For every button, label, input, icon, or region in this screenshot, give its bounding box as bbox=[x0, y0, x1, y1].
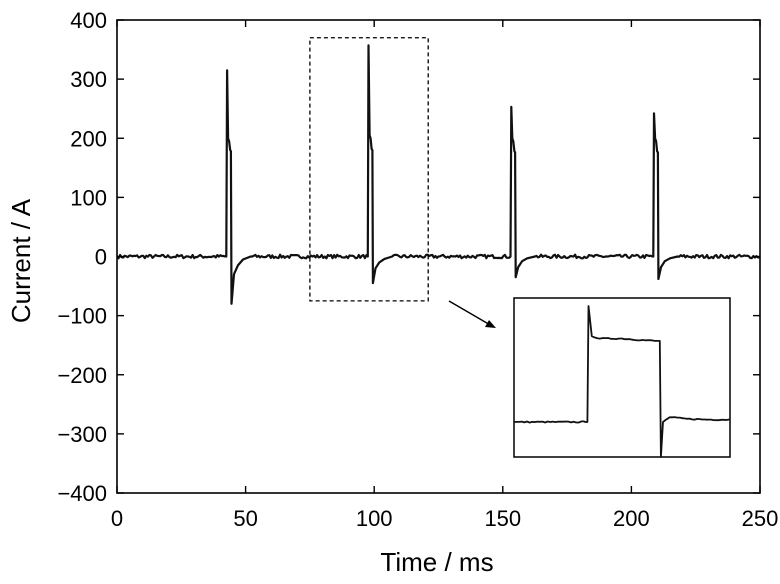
y-tick-label: −100 bbox=[57, 304, 107, 329]
y-axis-ticks: 400 300 200 100 0 −100 −200 −300 −400 bbox=[57, 8, 760, 506]
series-line bbox=[116, 44, 761, 305]
x-axis-label: Time / ms bbox=[380, 547, 493, 577]
x-tick-label: 0 bbox=[111, 506, 123, 531]
inset-series-line bbox=[513, 305, 731, 458]
zoom-highlight-box bbox=[309, 37, 429, 302]
zoom-arrowhead bbox=[485, 320, 496, 328]
y-tick-label: 100 bbox=[70, 185, 107, 210]
y-tick-label: −200 bbox=[57, 363, 107, 388]
y-axis-label: Current / A bbox=[6, 198, 36, 323]
y-tick-label: 200 bbox=[70, 126, 107, 151]
x-tick-label: 50 bbox=[233, 506, 257, 531]
y-tick-label: 0 bbox=[95, 245, 107, 270]
x-tick-label: 200 bbox=[613, 506, 650, 531]
zoom-arrow bbox=[448, 300, 493, 327]
y-tick-label: −300 bbox=[57, 422, 107, 447]
x-tick-label: 100 bbox=[356, 506, 393, 531]
x-tick-label: 150 bbox=[484, 506, 521, 531]
y-tick-label: −400 bbox=[57, 481, 107, 506]
x-tick-label: 250 bbox=[742, 506, 779, 531]
x-axis-ticks: 0 50 100 150 200 250 bbox=[111, 20, 778, 531]
y-tick-label: 400 bbox=[70, 8, 107, 33]
y-tick-label: 300 bbox=[70, 67, 107, 92]
plot-area bbox=[116, 19, 761, 494]
inset-frame bbox=[513, 297, 731, 458]
